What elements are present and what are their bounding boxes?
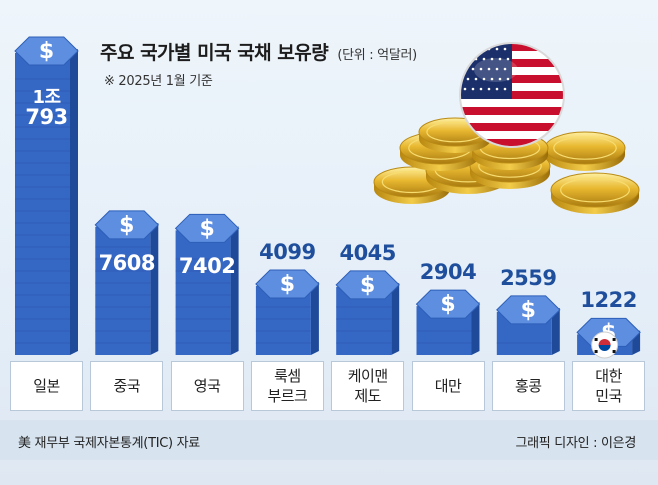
bar: $ bbox=[255, 269, 320, 355]
us-flag-coins-illustration bbox=[373, 42, 640, 214]
category-label: 중국 bbox=[90, 361, 164, 411]
category-label: 영국 bbox=[170, 361, 244, 411]
dollar-icon: $ bbox=[119, 213, 134, 238]
footer-bar bbox=[0, 420, 658, 460]
bar: $ bbox=[94, 210, 160, 355]
category-label: 케이맨 제도 bbox=[331, 361, 405, 411]
credit-note: 그래픽 디자인 : 이은경 bbox=[515, 436, 636, 451]
chart-title: 주요 국가별 미국 국채 보유량 bbox=[100, 42, 329, 64]
dollar-icon: $ bbox=[440, 292, 455, 317]
unit-note: (단위 : 억달러) bbox=[337, 48, 417, 63]
korea-flag-icon bbox=[591, 331, 619, 359]
category-label: 대한 민국 bbox=[572, 361, 646, 411]
category-label: 홍콩 bbox=[491, 361, 565, 411]
bar-value-label: 1222 bbox=[580, 288, 637, 313]
bar-value-label: 7608 bbox=[98, 250, 156, 275]
category-label: 일본 bbox=[10, 361, 83, 411]
dollar-icon: $ bbox=[521, 298, 536, 323]
chart-subtitle: ※ 2025년 1월 기준 bbox=[104, 74, 213, 89]
chart-header: 주요 국가별 미국 국채 보유량 (단위 : 억달러) bbox=[100, 38, 417, 65]
dollar-icon: $ bbox=[199, 216, 214, 241]
bar-value-label: 4045 bbox=[339, 240, 396, 265]
bar-value-label: 7402 bbox=[178, 254, 236, 279]
bar-value-label: 2904 bbox=[419, 260, 477, 285]
bar: $ bbox=[14, 36, 79, 355]
bar: $ bbox=[496, 295, 561, 355]
bar-value-label: 1조 bbox=[32, 87, 61, 108]
category-label: 룩셈 부르크 bbox=[250, 361, 324, 411]
bar: $ bbox=[174, 213, 240, 355]
bar-value-label: 4099 bbox=[259, 239, 316, 264]
bar: $ bbox=[335, 270, 400, 355]
dollar-icon: $ bbox=[39, 39, 54, 64]
dollar-icon: $ bbox=[360, 273, 375, 298]
category-label: 대만 bbox=[411, 361, 485, 411]
bar: $ bbox=[415, 289, 481, 355]
dollar-icon: $ bbox=[280, 272, 295, 297]
bar-value-label: 793 bbox=[25, 105, 68, 129]
bar-value-label: 2559 bbox=[500, 265, 557, 290]
source-note: 美 재무부 국제자본통계(TIC) 자료 bbox=[18, 436, 200, 451]
